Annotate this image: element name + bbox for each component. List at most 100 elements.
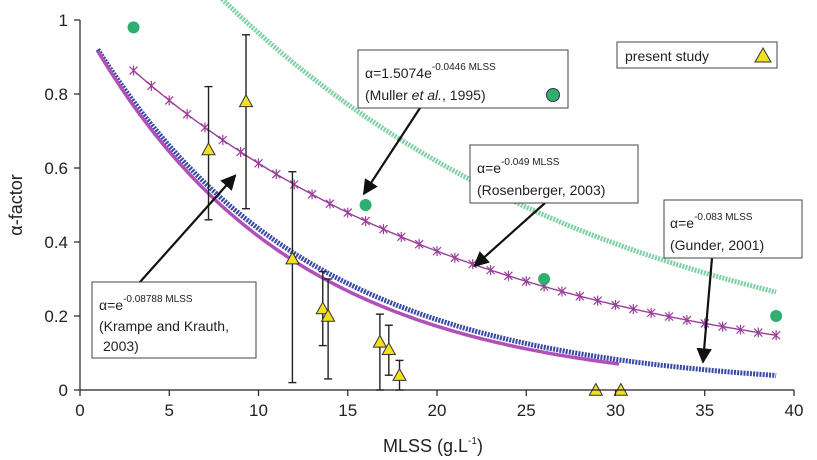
curve-muller: [219, 0, 777, 295]
annotation-muller-formula: α=1.5074e-0.0446 MLSS: [365, 62, 496, 81]
annotation-krampe-source-year: 2003): [103, 338, 139, 354]
plot-curves: [95, 0, 781, 378]
x-axis-title-end: ): [477, 436, 483, 456]
curve-rosenberger-marker: [325, 198, 335, 209]
curve-rosenberger-marker: [396, 231, 406, 242]
curve-rosenberger-marker: [129, 65, 138, 76]
curve-rosenberger-marker: [664, 311, 674, 322]
present-study-point: [320, 308, 336, 322]
plot-points: [127, 21, 783, 396]
curve-rosenberger-marker: [611, 299, 620, 310]
curve-rosenberger-marker: [628, 303, 638, 314]
y-tick-label: 0.4: [44, 233, 68, 252]
curve-rosenberger-marker: [146, 80, 156, 91]
curve-rosenberger-marker: [236, 146, 246, 157]
curve-rosenberger-marker: [718, 321, 728, 332]
legend-triangle-marker: [754, 46, 772, 63]
annotation-arrow-rosenberger: [473, 202, 546, 268]
curve-rosenberger-marker: [289, 179, 299, 190]
curve-rosenberger-marker: [200, 122, 210, 133]
curve-rosenberger-marker: [575, 291, 585, 302]
curve-rosenberger-marker: [218, 134, 228, 145]
y-tick-label: 1: [59, 11, 68, 30]
x-axis-title-sup: -1: [468, 436, 477, 447]
annotation-gunder-source: (Gunder, 2001): [670, 237, 764, 253]
annotation-muller-marker: [546, 88, 560, 102]
annotation-arrow-gunder: [696, 257, 714, 364]
curve-rosenberger-marker: [593, 295, 603, 306]
annotation-krampe-formula: α=e-0.08788 MLSS: [99, 294, 193, 313]
curve-rosenberger-marker: [736, 324, 745, 335]
annotation-rosenberger: α=e-0.049 MLSS (Rosenberger, 2003): [469, 144, 639, 204]
annotation-muller-source: (Muller et al., 1995): [365, 87, 486, 103]
annotation-gunder: α=e-0.083 MLSS (Gunder, 2001): [663, 199, 803, 259]
curve-rosenberger-marker: [557, 286, 567, 297]
annotation-gunder-box: [663, 199, 803, 259]
curve-rosenberger-marker: [271, 169, 281, 180]
y-axis-title: α-factor: [6, 174, 26, 235]
muller-data-point: [359, 199, 372, 211]
x-tick-label: 10: [249, 401, 268, 420]
muller-data-point: [770, 310, 783, 322]
x-axis-title: MLSS (g.L-1): [383, 436, 483, 456]
x-tick-label: 5: [165, 401, 174, 420]
present-study-point: [392, 367, 407, 381]
annotation-krampe-source: (Krampe and Krauth,: [99, 318, 229, 334]
curve-rosenberger-marker: [254, 158, 263, 169]
y-tick-label: 0: [59, 381, 68, 400]
curve-rosenberger-marker: [486, 265, 495, 276]
annotation-krampe-box: [91, 281, 257, 359]
annotation-krampe: α=e-0.08788 MLSS (Krampe and Krauth, 200…: [91, 281, 257, 359]
present-study-point: [238, 93, 254, 108]
x-tick-label: 30: [606, 401, 625, 420]
curve-rosenberger-marker: [343, 207, 353, 218]
muller-data-point: [538, 273, 551, 285]
curve-rosenberger-marker: [307, 189, 317, 200]
curve-rosenberger-marker: [450, 252, 460, 263]
curve-rosenberger-marker: [771, 330, 781, 341]
y-tick-label: 0.8: [44, 85, 68, 104]
annotation-gunder-formula: α=e-0.083 MLSS: [670, 212, 753, 231]
curve-rosenberger-marker: [164, 95, 174, 106]
curve-gunder: [95, 48, 777, 378]
x-ticks: 0 5 10 15 20 25 30 35 40: [75, 390, 803, 420]
x-tick-label: 40: [785, 401, 804, 420]
curve-rosenberger-marker: [432, 246, 442, 257]
curve-rosenberger-marker: [503, 270, 513, 281]
present-study-point: [201, 141, 216, 156]
present-study-point: [381, 341, 397, 355]
annotation-muller: α=1.5074e-0.0446 MLSS (Muller et al., 19…: [357, 49, 569, 109]
x-tick-label: 0: [75, 401, 84, 420]
annotation-muller-box: [357, 49, 569, 109]
curve-rosenberger-marker: [361, 216, 371, 227]
annotation-rosenberger-formula: α=e-0.049 MLSS: [477, 157, 560, 176]
present-study-point: [588, 382, 604, 396]
x-tick-label: 35: [695, 401, 714, 420]
legend-box: [616, 41, 778, 69]
x-tick-label: 15: [338, 401, 357, 420]
legend-label: present study: [625, 48, 709, 64]
annotation-arrow-krampe: [139, 174, 237, 283]
curve-rosenberger-marker: [521, 276, 531, 287]
present-study-point: [372, 334, 388, 348]
x-axis-title-main: MLSS (g.L: [383, 436, 468, 456]
annotation-arrow-muller: [362, 107, 421, 196]
curve-rosenberger-marker: [182, 109, 192, 120]
curve-rosenberger-marker: [379, 224, 388, 235]
x-tick-label: 20: [428, 401, 447, 420]
y-tick-label: 0.6: [44, 159, 68, 178]
curve-rosenberger-marker: [414, 239, 424, 250]
y-ticks: 0 0.2 0.4 0.6 0.8 1: [44, 11, 80, 400]
curve-krampe: [96, 50, 620, 366]
legend: present study: [616, 41, 778, 69]
present-study-point: [285, 251, 300, 265]
curve-rosenberger-marker: [682, 315, 692, 326]
present-study-point: [315, 301, 331, 315]
annotation-arrows: [139, 107, 714, 364]
muller-data-point: [127, 21, 140, 34]
present-study-point: [613, 382, 629, 396]
curve-rosenberger-marker: [753, 327, 763, 338]
annotation-rosenberger-source: (Rosenberger, 2003): [477, 182, 605, 198]
x-tick-label: 25: [517, 401, 536, 420]
